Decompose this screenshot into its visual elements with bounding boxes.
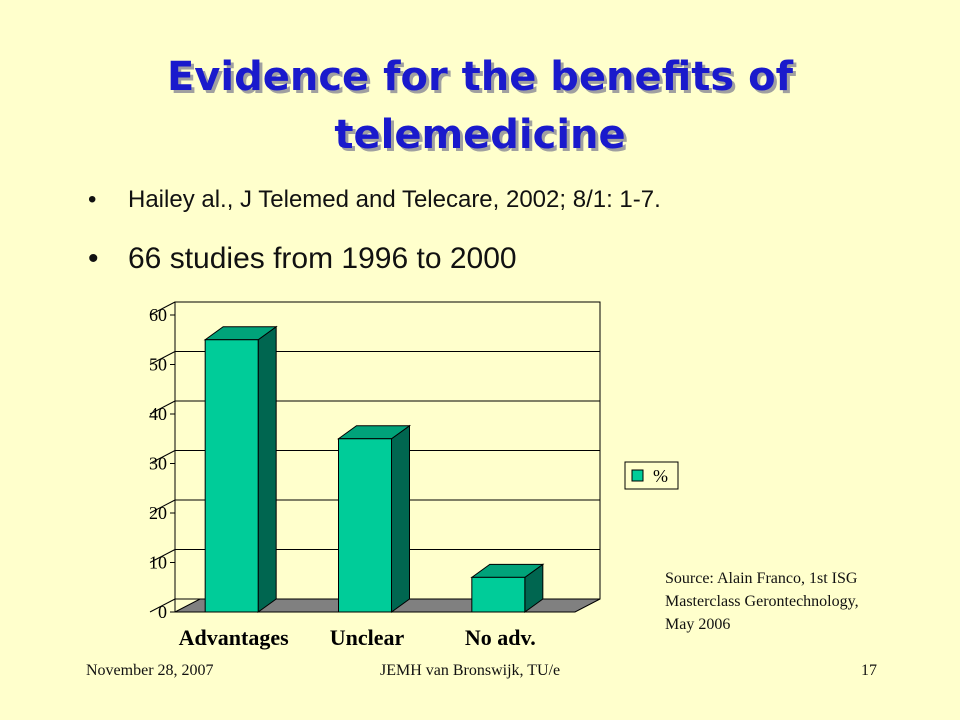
y-tick-label: 20 bbox=[149, 503, 167, 523]
chart-gridline-depth bbox=[149, 598, 176, 613]
footer-author: JEMH van Bronswijk, TU/e bbox=[380, 662, 561, 679]
y-tick-label: 10 bbox=[149, 553, 167, 573]
x-tick-label: No adv. bbox=[465, 625, 536, 650]
chart-gridline-depth bbox=[149, 450, 176, 464]
x-tick-label: Advantages bbox=[179, 625, 289, 650]
bar-front bbox=[204, 339, 259, 613]
bar-no-adv bbox=[470, 563, 545, 613]
chart-gridline-depth bbox=[149, 549, 176, 563]
bullet-studies: 66 studies from 1996 to 2000 bbox=[88, 242, 661, 276]
legend-label: % bbox=[653, 466, 668, 486]
chart-gridline-depth bbox=[149, 301, 176, 316]
footer-date: November 28, 2007 bbox=[86, 662, 214, 679]
y-tick-label: 30 bbox=[149, 454, 167, 474]
source-line-2: Masterclass Gerontechnology, bbox=[665, 593, 859, 610]
source-line-3: May 2006 bbox=[665, 616, 731, 633]
bar-front bbox=[471, 576, 526, 613]
chart-gridline-depth bbox=[149, 400, 176, 415]
bar-front bbox=[338, 438, 392, 613]
footer-page-number: 17 bbox=[861, 662, 877, 679]
y-tick-label: 0 bbox=[158, 602, 167, 622]
title-line-1: Evidence for the benefits of bbox=[166, 54, 794, 100]
bar-side bbox=[257, 325, 277, 613]
y-tick-label: 60 bbox=[149, 305, 167, 325]
bullet-citation: Hailey al., J Telemed and Telecare, 2002… bbox=[88, 186, 661, 242]
bullet-list: Hailey al., J Telemed and Telecare, 2002… bbox=[88, 186, 661, 276]
slide-title: Evidence for the benefits of telemedicin… bbox=[0, 48, 960, 164]
bar-advantages bbox=[203, 325, 278, 613]
source-note: Source: Alain Franco, 1st ISG Masterclas… bbox=[665, 567, 925, 636]
source-line-1: Source: Alain Franco, 1st ISG bbox=[665, 570, 858, 587]
title-line-2: telemedicine bbox=[334, 112, 626, 158]
chart-gridline-depth bbox=[149, 351, 176, 365]
legend-swatch bbox=[631, 469, 644, 482]
x-tick-label: Unclear bbox=[330, 625, 405, 650]
bar-unclear bbox=[336, 424, 412, 613]
y-tick-label: 40 bbox=[149, 404, 167, 424]
bar-side bbox=[391, 424, 410, 613]
chart-legend: % bbox=[624, 461, 679, 490]
y-tick-label: 50 bbox=[149, 355, 167, 375]
chart-gridline-depth bbox=[149, 499, 176, 514]
